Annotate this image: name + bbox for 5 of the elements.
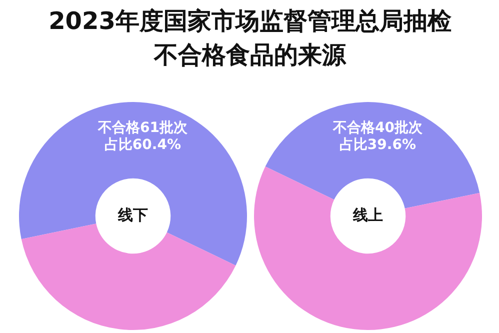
data-label: 不合格40批次占比39.6% <box>332 120 424 154</box>
data-label: 不合格61批次占比60.4% <box>96 120 188 154</box>
chart-title: 2023年度国家市场监督管理总局抽检不合格食品的来源 <box>48 6 452 71</box>
text: 线上 <box>352 206 383 224</box>
text: 线下 <box>117 206 148 224</box>
